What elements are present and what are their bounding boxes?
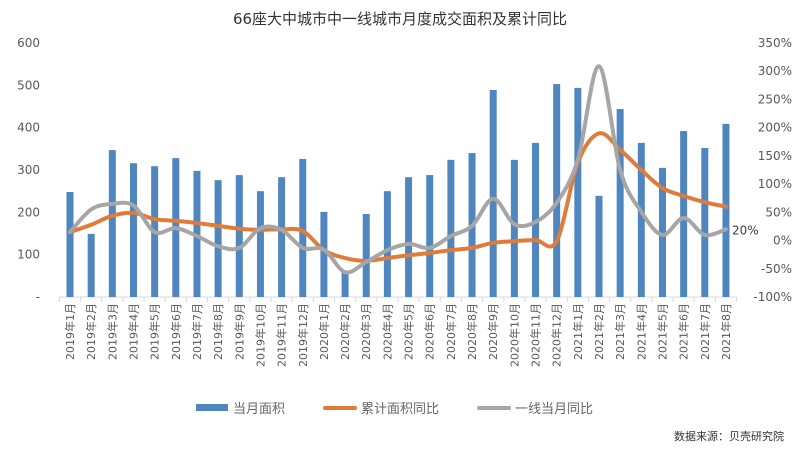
x-axis-category-label: 2021年1月	[571, 303, 585, 360]
bar-monthly-area	[405, 177, 413, 297]
chart-title: 66座大中城市中一线城市月度成交面积及累计同比	[232, 10, 568, 28]
x-axis-category-label: 2020年6月	[423, 303, 437, 360]
x-axis-category-label: 2021年6月	[677, 303, 691, 360]
x-axis-category-label: 2019年9月	[232, 303, 246, 360]
x-axis-category-label: 2019年6月	[169, 303, 183, 360]
x-axis-category-label: 2021年5月	[655, 303, 669, 360]
bar-monthly-area	[447, 159, 455, 297]
left-axis-tick: 200	[17, 205, 40, 219]
x-axis-category-label: 2019年10月	[253, 303, 267, 367]
legend-label: 累计面积同比	[361, 402, 440, 417]
right-axis-tick: -100%	[753, 290, 792, 304]
bar-monthly-area	[108, 150, 116, 297]
bar-monthly-area	[616, 109, 624, 297]
x-axis-category-label: 2019年8月	[211, 303, 225, 360]
bar-monthly-area	[489, 89, 497, 298]
x-axis-category-label: 2020年3月	[359, 303, 373, 360]
data-source-note: 数据来源：贝壳研究院	[674, 430, 784, 443]
line-tier1-monthly-yoy	[68, 64, 728, 275]
left-axis-tick: 500	[17, 78, 40, 92]
x-axis-category-label: 2019年3月	[105, 303, 119, 360]
right-axis-tick: 100%	[758, 177, 792, 191]
line-cumulative-yoy	[68, 131, 728, 263]
x-axis-category-label: 2021年3月	[613, 303, 627, 360]
bar-monthly-area	[362, 214, 370, 297]
right-axis-tick: 0%	[773, 234, 792, 248]
left-axis-tick: 100	[17, 248, 40, 262]
bar-monthly-area	[510, 159, 518, 297]
x-axis-category-label: 2019年11月	[275, 303, 289, 367]
bar-monthly-area	[129, 163, 137, 297]
x-axis-category-label: 2021年7月	[698, 303, 712, 360]
right-axis-tick: 200%	[758, 121, 792, 135]
bar-monthly-area	[722, 123, 730, 298]
legend-item-tier1-monthly-yoy: 一线当月同比	[477, 398, 593, 417]
x-axis-category-label: 2020年7月	[444, 303, 458, 360]
data-label-annotation: 20%	[732, 223, 759, 237]
gray-line-swatch-icon	[477, 405, 512, 410]
bar-monthly-area	[553, 84, 561, 298]
x-axis-category-label: 2020年11月	[529, 303, 543, 367]
x-axis-category-label: 2019年4月	[126, 303, 140, 360]
legend-label: 一线当月同比	[515, 402, 594, 417]
bar-monthly-area	[66, 192, 74, 297]
bar-monthly-area	[341, 272, 349, 297]
chart-legend: 当月面积 累计面积同比 一线当月同比	[196, 398, 631, 417]
x-axis-category-label: 2019年5月	[148, 303, 162, 360]
bar-monthly-area	[235, 175, 243, 297]
chart-plot: - 100 200 300 400 500 600 -100% -50% 0% 50% 100% 150…	[17, 36, 792, 367]
bar-monthly-area	[214, 180, 222, 297]
legend-item-cumulative-yoy: 累计面积同比	[323, 398, 439, 417]
left-axis-tick: -	[36, 290, 40, 304]
bar-monthly-area	[637, 142, 645, 297]
x-axis-category-label: 2020年8月	[465, 303, 479, 360]
bar-monthly-area	[299, 158, 307, 297]
x-axis-category-label: 2019年7月	[190, 303, 204, 360]
bar-monthly-area	[426, 175, 434, 297]
x-axis-category-label: 2019年2月	[84, 303, 98, 360]
x-axis-category-label: 2020年12月	[550, 303, 564, 367]
right-axis-tick: 250%	[758, 92, 792, 106]
bar-monthly-area	[320, 211, 328, 297]
x-axis-category-label: 2020年4月	[380, 303, 394, 360]
right-axis-tick: 150%	[758, 149, 792, 163]
bar-monthly-area	[87, 233, 95, 297]
x-axis-category-label: 2021年4月	[634, 303, 648, 360]
bar-monthly-area	[680, 131, 688, 297]
x-axis-category-label: 2020年1月	[317, 303, 331, 360]
x-axis-category-label: 2019年12月	[296, 303, 310, 367]
right-axis-tick: 300%	[758, 64, 792, 78]
bar-monthly-area	[595, 195, 603, 297]
orange-line-swatch-icon	[323, 405, 358, 410]
x-axis-category-label: 2019年1月	[63, 303, 77, 360]
bar-monthly-area	[574, 87, 582, 297]
bar-monthly-area	[383, 191, 391, 297]
bar-monthly-area	[256, 191, 264, 297]
bar-monthly-area	[701, 147, 709, 297]
x-axis-category-label: 2020年10月	[507, 303, 521, 367]
left-axis-tick: 600	[17, 36, 40, 50]
x-axis-category-label: 2020年2月	[338, 303, 352, 360]
x-axis-category-label: 2021年2月	[592, 303, 606, 360]
legend-label: 当月面积	[233, 402, 286, 417]
right-axis-tick: -50%	[761, 262, 792, 276]
x-axis-category-label: 2020年5月	[402, 303, 416, 360]
bar-swatch-icon	[196, 404, 228, 411]
x-axis-category-label: 2021年8月	[719, 303, 733, 360]
left-axis-tick: 300	[17, 163, 40, 177]
bar-monthly-area	[278, 177, 286, 297]
legend-item-monthly-area: 当月面积	[196, 398, 285, 417]
x-axis-category-label: 2020年9月	[486, 303, 500, 360]
right-axis-tick: 50%	[765, 205, 792, 219]
left-axis-tick: 400	[17, 121, 40, 135]
right-axis-tick: 350%	[758, 36, 792, 50]
bar-monthly-area	[658, 167, 666, 297]
